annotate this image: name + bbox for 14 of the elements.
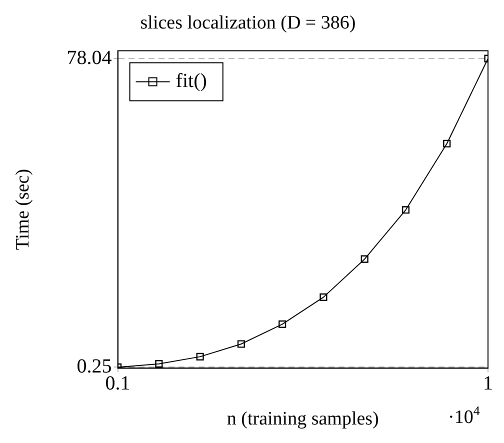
point — [360, 255, 368, 263]
x-axis-title: n (training samples) — [226, 408, 379, 430]
point — [320, 293, 328, 301]
point — [237, 340, 245, 348]
point — [443, 140, 451, 148]
legend-label: fit() — [176, 70, 207, 92]
point — [196, 352, 204, 360]
point — [155, 360, 163, 368]
y-axis-title: Time (sec) — [12, 168, 34, 250]
x-tick-label: 1 — [483, 372, 493, 394]
point — [278, 320, 286, 328]
point — [402, 206, 410, 214]
y-tick-label: 78.04 — [66, 46, 112, 69]
chart-title: slices localization (D = 386) — [140, 12, 356, 34]
